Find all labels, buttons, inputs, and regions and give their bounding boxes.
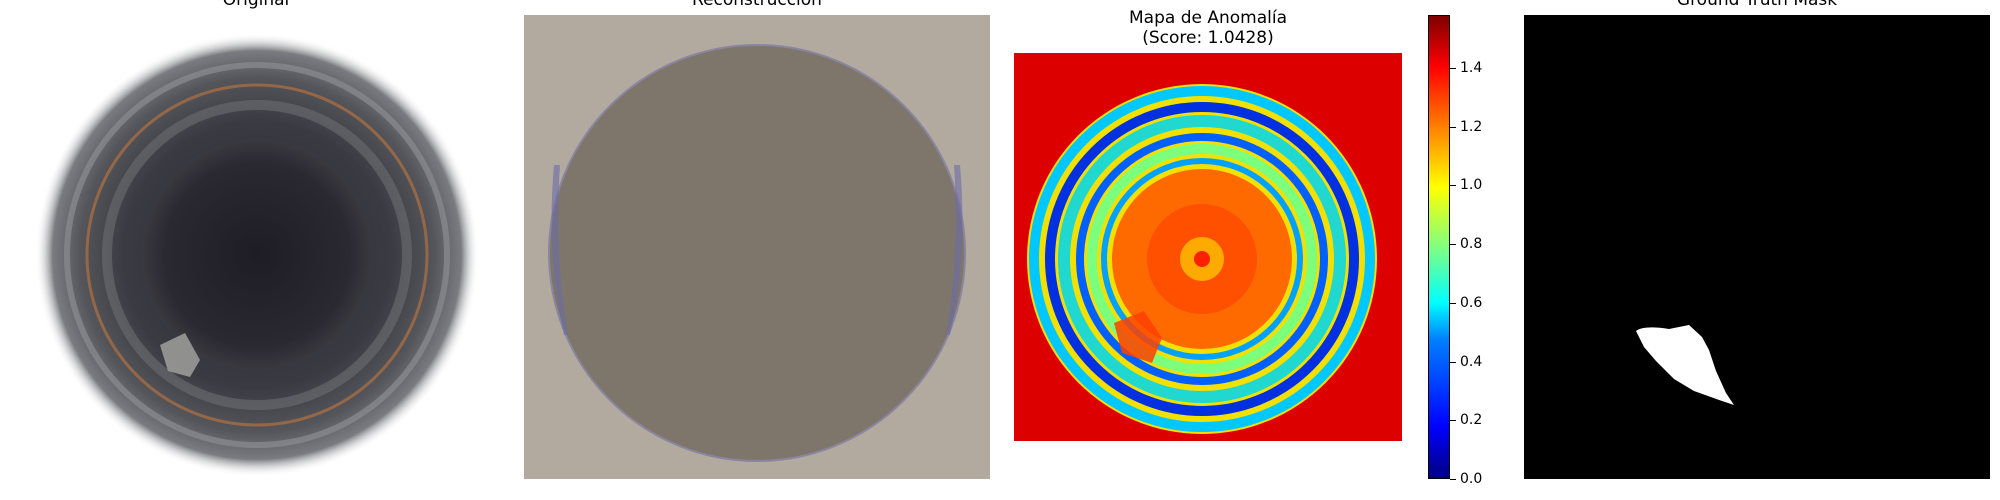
colorbar-tick [1450, 361, 1456, 363]
original-image [0, 15, 512, 475]
colorbar-tick [1450, 126, 1456, 128]
colorbar-tick [1450, 302, 1456, 304]
original-title: Original [222, 0, 290, 10]
anomaly-title-line1: Mapa de Anomalía [1129, 8, 1287, 28]
mask-title: Ground Truth Mask [1676, 0, 1838, 10]
colorbar-tick-label: 1.0 [1460, 177, 1483, 194]
colorbar [1428, 15, 1450, 479]
reconstruction-title: Reconstrucción [692, 0, 822, 10]
colorbar-tick [1450, 67, 1456, 69]
colorbar-tick-label: 0.2 [1460, 412, 1483, 429]
colorbar-tick [1450, 244, 1456, 246]
colorbar-tick [1450, 185, 1456, 187]
anomaly-title-line2: (Score: 1.0428) [1142, 28, 1274, 48]
ground-truth-mask [1524, 15, 1990, 479]
colorbar-tick-label: 1.4 [1460, 59, 1483, 76]
anomaly-map [1014, 53, 1402, 441]
colorbar-tick [1450, 479, 1456, 480]
colorbar-tick-label: 1.2 [1460, 118, 1483, 135]
colorbar-tick-label: 0.0 [1460, 471, 1483, 487]
colorbar-tick-label: 0.8 [1460, 236, 1483, 253]
colorbar-tick-label: 0.4 [1460, 353, 1483, 370]
colorbar-tick-label: 0.6 [1460, 294, 1483, 311]
reconstruction-image [524, 15, 990, 479]
colorbar-tick [1450, 420, 1456, 422]
